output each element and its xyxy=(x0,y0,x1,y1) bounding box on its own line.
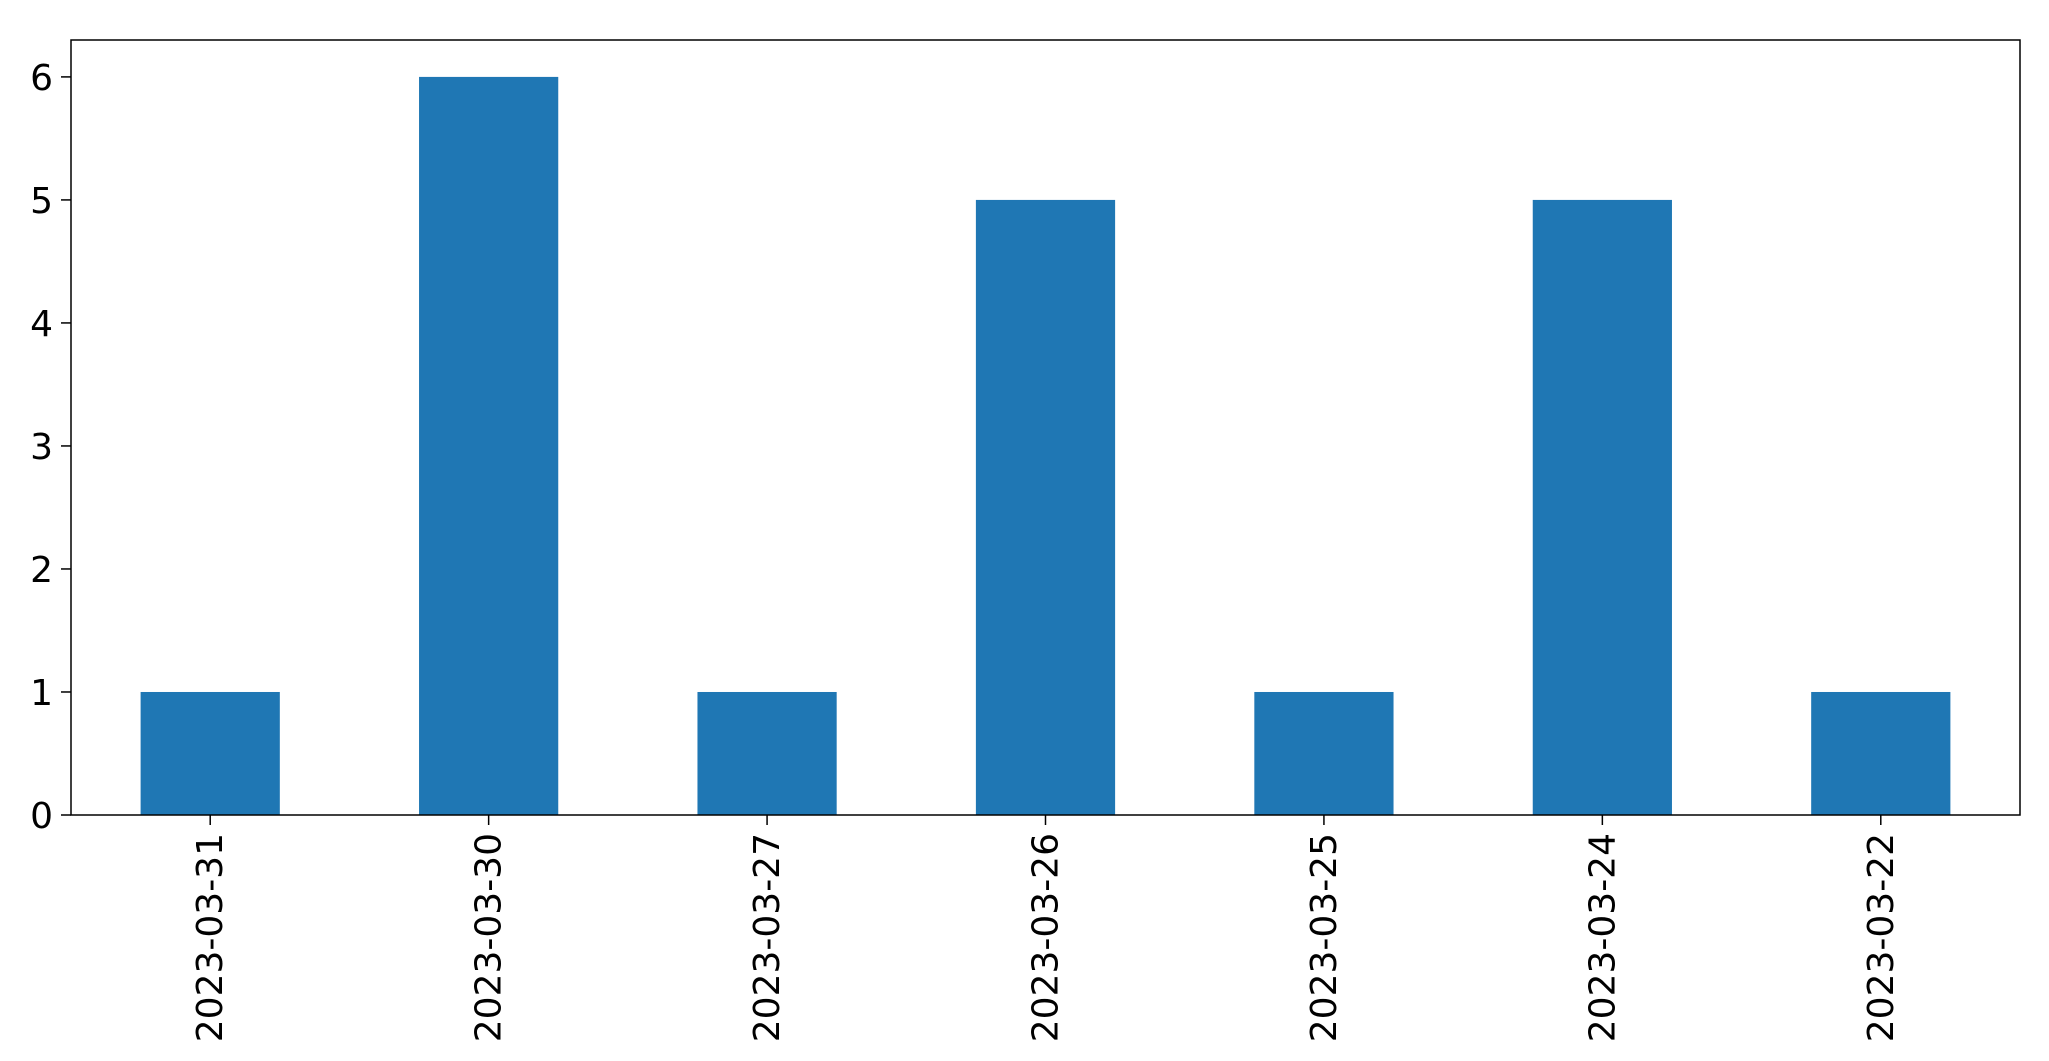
x-tick-label: 2023-03-22 xyxy=(1861,833,1902,1042)
x-axis: 2023-03-31 2023-03-30 2023-03-27 2023-03-26… xyxy=(190,815,1902,1042)
bar-2023-03-31 xyxy=(140,691,280,815)
bar-2023-03-25 xyxy=(1254,691,1394,815)
x-tick-label: 2023-03-30 xyxy=(469,833,510,1042)
y-tick-label: 3 xyxy=(30,427,53,468)
bars-layer xyxy=(140,76,1951,815)
x-tick-label: 2023-03-26 xyxy=(1026,833,1067,1042)
y-tick-label: 4 xyxy=(30,304,53,345)
bar-2023-03-24 xyxy=(1532,199,1672,815)
plot-frame xyxy=(70,39,2021,816)
x-tick-label: 2023-03-24 xyxy=(1582,833,1623,1042)
y-tick-label: 6 xyxy=(30,58,53,99)
y-tick-label: 2 xyxy=(30,550,53,591)
y-tick-label: 0 xyxy=(30,796,53,837)
y-axis: 0 1 2 3 4 5 6 xyxy=(30,58,71,837)
bar-2023-03-22 xyxy=(1811,691,1951,815)
bar-2023-03-30 xyxy=(419,76,559,815)
y-tick-label: 5 xyxy=(30,181,53,222)
x-tick-label: 2023-03-31 xyxy=(190,833,231,1042)
x-tick-label: 2023-03-25 xyxy=(1304,833,1345,1042)
y-tick-label: 1 xyxy=(30,673,53,714)
bar-2023-03-27 xyxy=(697,691,837,815)
bar-2023-03-26 xyxy=(975,199,1116,815)
x-tick-label: 2023-03-27 xyxy=(747,833,788,1042)
